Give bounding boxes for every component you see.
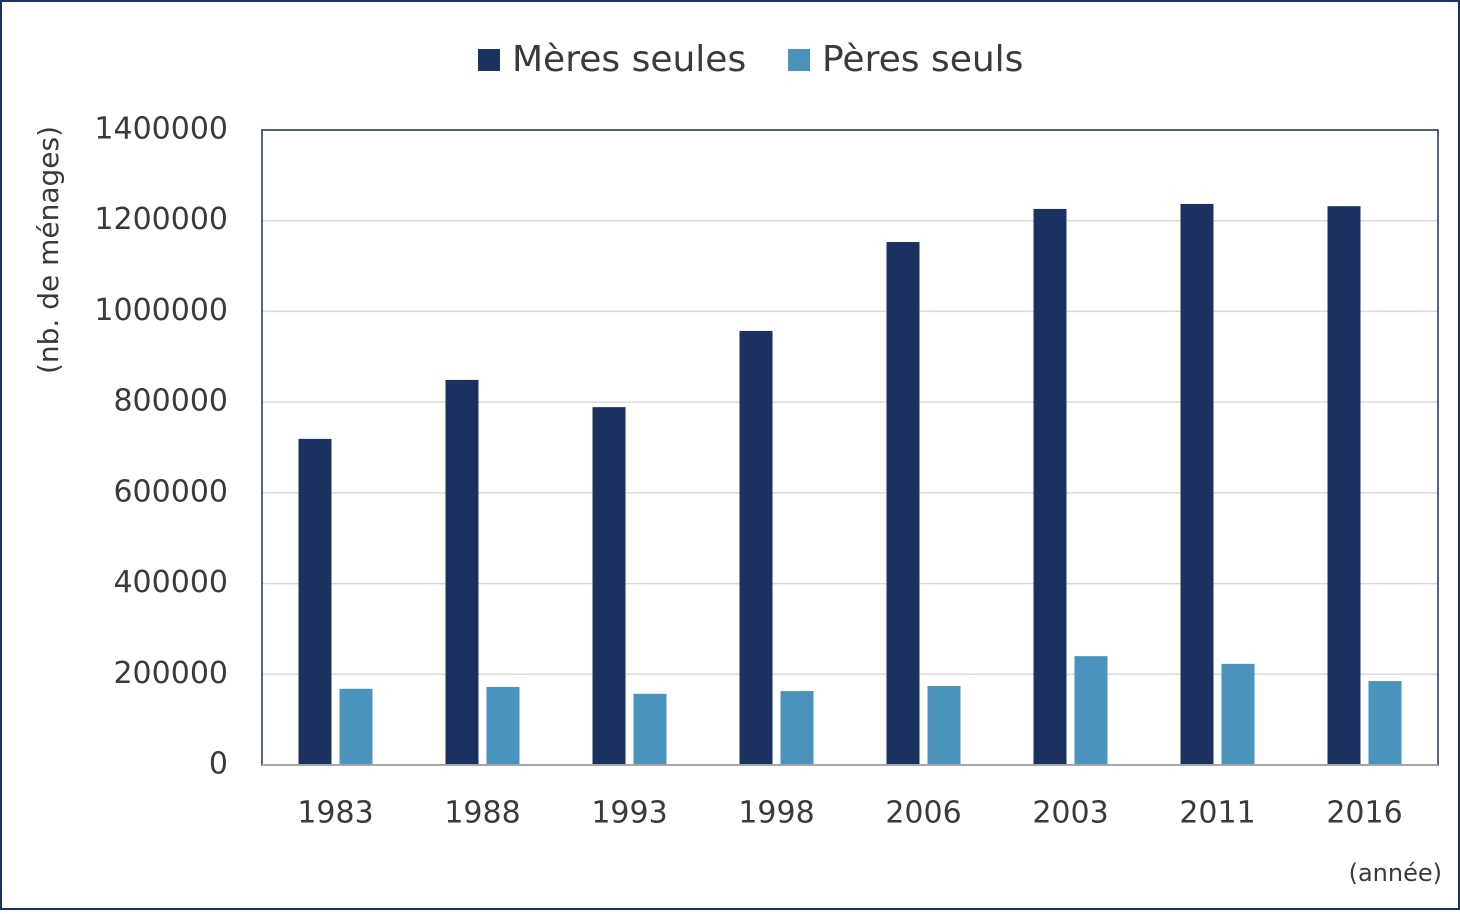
x-tick-label: 2003 — [1032, 796, 1108, 831]
bar — [1033, 208, 1067, 765]
legend-label: Pères seuls — [822, 39, 1023, 80]
x-tick-label: 1993 — [591, 796, 667, 831]
bar — [1221, 663, 1255, 765]
x-tick-label: 2006 — [885, 796, 961, 831]
y-tick-label: 0 — [209, 747, 228, 782]
x-tick-label: 2016 — [1326, 796, 1402, 831]
legend-swatch — [788, 49, 810, 71]
x-tick-label: 1998 — [738, 796, 814, 831]
bar — [633, 693, 667, 765]
y-tick-label: 600000 — [113, 474, 228, 509]
y-tick-label: 1200000 — [94, 202, 228, 237]
bar — [1368, 681, 1402, 765]
bar — [445, 379, 479, 765]
bar — [592, 407, 626, 765]
legend-label: Mères seules — [512, 39, 746, 80]
legend-swatch — [478, 49, 500, 71]
x-tick-label: 2011 — [1179, 796, 1255, 831]
bar — [1327, 206, 1361, 765]
y-tick-label: 400000 — [113, 565, 228, 600]
y-tick-label: 200000 — [113, 656, 228, 691]
bar — [339, 688, 373, 765]
bar — [780, 691, 814, 765]
bar — [739, 330, 773, 765]
x-tick-label: 1988 — [444, 796, 520, 831]
y-tick-label: 1000000 — [94, 293, 228, 328]
y-axis-label: (nb. de ménages) — [32, 126, 65, 374]
y-tick-label: 800000 — [113, 384, 228, 419]
x-axis-label: (année) — [1349, 859, 1442, 887]
bar — [298, 438, 332, 765]
bar — [1180, 203, 1214, 766]
x-tick-label: 1983 — [297, 796, 373, 831]
bar — [486, 686, 520, 765]
y-tick-label: 1400000 — [94, 112, 228, 147]
bar — [886, 242, 920, 765]
bar — [1074, 656, 1108, 765]
bar — [927, 686, 961, 765]
